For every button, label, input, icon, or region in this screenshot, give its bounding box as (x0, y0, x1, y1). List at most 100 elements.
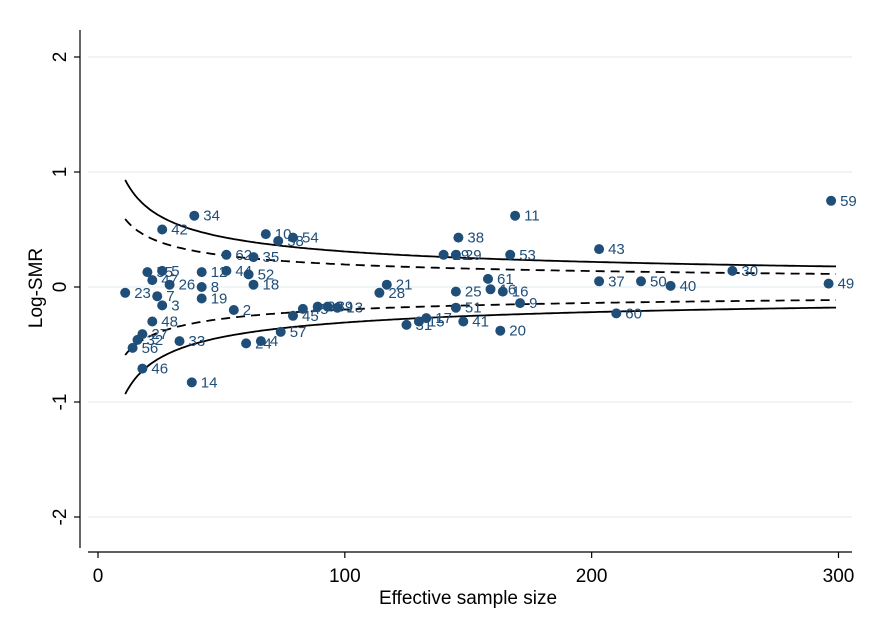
data-point (275, 326, 286, 337)
point-label: 26 (179, 277, 196, 294)
data-point (450, 286, 461, 297)
point-label: 28 (388, 285, 405, 302)
point-label: 60 (625, 305, 642, 322)
data-point (515, 298, 526, 309)
upper-outer-limit (124, 179, 836, 268)
data-point (243, 269, 254, 280)
data-point (505, 249, 516, 260)
point-label: 39 (327, 299, 344, 316)
lower-outer-limit (124, 306, 836, 395)
data-point (196, 293, 207, 304)
point-label: 42 (171, 222, 188, 239)
point-label: 51 (465, 300, 482, 317)
data-point (823, 278, 834, 289)
data-point (273, 236, 284, 246)
point-label: 4 (270, 333, 278, 350)
point-label: 11 (524, 208, 540, 225)
upper-inner-limit (124, 218, 837, 275)
data-point (332, 302, 343, 313)
point-label: 24 (255, 335, 272, 352)
data-point (594, 276, 605, 287)
point-label: 33 (189, 333, 206, 350)
data-point (147, 316, 158, 327)
point-label: 5 (171, 263, 179, 280)
x-tick-label: 300 (823, 566, 855, 587)
point-label: 7 (166, 288, 174, 305)
data-point (137, 363, 148, 374)
data-point (228, 305, 239, 315)
point-label: 56 (142, 340, 159, 357)
point-label: 8 (211, 279, 219, 296)
data-point (438, 249, 449, 260)
point-label: 61 (497, 271, 514, 288)
point-label: 52 (258, 266, 275, 283)
data-point (381, 279, 392, 290)
point-label: 23 (134, 285, 151, 302)
x-axis-title: Effective sample size (379, 588, 557, 609)
y-axis-title: Log-SMR (26, 248, 47, 328)
point-label: 49 (838, 276, 855, 293)
data-point (288, 232, 298, 243)
point-label: 39 (337, 299, 354, 316)
point-label: 31 (416, 317, 433, 334)
point-label: 15 (428, 314, 445, 331)
point-label: 35 (263, 249, 280, 266)
data-points (120, 195, 837, 388)
data-point (450, 249, 461, 260)
data-point (665, 280, 676, 291)
point-label: 47 (161, 272, 178, 289)
data-point (322, 301, 333, 312)
point-label: 10 (275, 226, 292, 243)
data-point (594, 244, 605, 255)
x-tick-label: 100 (329, 566, 361, 587)
point-label: 45 (302, 308, 319, 325)
data-point (196, 267, 207, 278)
data-point (450, 302, 461, 313)
control-limits (124, 179, 837, 395)
point-label: 50 (650, 273, 667, 290)
data-point (401, 319, 412, 330)
data-point (727, 265, 738, 276)
point-label: 62 (235, 247, 252, 264)
point-label: 20 (509, 323, 526, 340)
data-point (132, 334, 143, 345)
point-label: 21 (396, 277, 413, 294)
data-point (241, 338, 252, 349)
data-point (152, 291, 163, 302)
data-point (255, 336, 266, 347)
y-tick-label: -2 (50, 509, 71, 526)
y-tick-label: -1 (50, 394, 71, 411)
point-label: 30 (741, 263, 758, 280)
data-point (189, 210, 200, 221)
data-point (248, 252, 259, 263)
data-point (636, 276, 646, 287)
data-point (142, 267, 153, 278)
point-label: 32 (147, 332, 164, 349)
point-label: 16 (500, 281, 517, 298)
point-label: 9 (529, 295, 537, 312)
point-label: 37 (608, 273, 625, 290)
point-label: 53 (519, 247, 536, 264)
point-label: 29 (453, 247, 470, 264)
point-label: 55 (156, 264, 173, 281)
point-label: 12 (211, 264, 228, 281)
point-label: 14 (201, 374, 218, 391)
data-point (510, 210, 521, 221)
point-label: 45 (312, 301, 329, 318)
point-label: 17 (435, 310, 452, 327)
data-point (147, 275, 158, 286)
point-label: 25 (465, 284, 482, 301)
point-label: 40 (680, 278, 697, 295)
point-label: 27 (151, 326, 168, 343)
point-label: 44 (235, 263, 252, 280)
point-label: 58 (287, 233, 304, 250)
point-label: 18 (263, 277, 280, 294)
data-point (374, 287, 385, 298)
data-point (174, 336, 185, 347)
data-point (297, 303, 308, 314)
data-point (127, 342, 138, 353)
point-label: 3 (171, 297, 179, 314)
data-point (164, 279, 175, 290)
data-point (421, 313, 432, 324)
